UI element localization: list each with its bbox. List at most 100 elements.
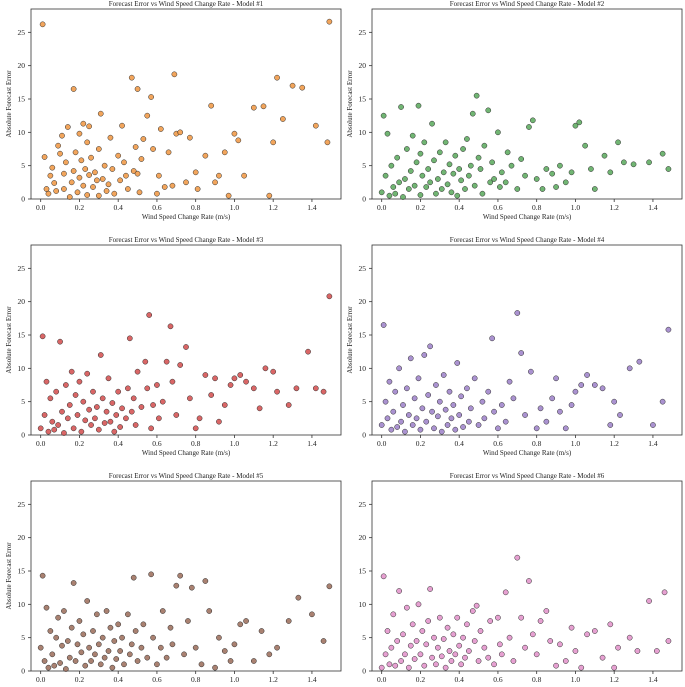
scatter-point: [621, 159, 627, 166]
scatter-point: [543, 166, 550, 172]
x-tick-label: 0.4: [114, 675, 124, 682]
scatter-point: [70, 580, 77, 586]
scatter-point: [123, 172, 129, 179]
scatter-point: [454, 360, 461, 366]
x-tick-label: 1.4: [648, 439, 658, 448]
x-tick-label: 0.8: [532, 439, 542, 448]
scatter-point: [227, 382, 234, 388]
scatter-point: [475, 658, 482, 664]
scatter-point: [477, 166, 484, 172]
scatter-point: [409, 621, 416, 628]
x-tick-label: 1.4: [307, 675, 317, 682]
scatter-point: [423, 641, 430, 648]
scatter-point: [99, 634, 106, 641]
scatter-point: [37, 644, 44, 651]
scatter-point: [51, 180, 58, 186]
scatter-point: [274, 644, 280, 651]
scatter-point: [497, 184, 503, 190]
scatter-point: [47, 628, 54, 634]
scatter-point: [134, 368, 141, 375]
scatter-point: [392, 388, 399, 395]
x-tick-label: 0.4: [455, 675, 465, 682]
scatter-point: [113, 412, 120, 418]
scatter-point: [562, 179, 569, 186]
scatter-point: [469, 608, 476, 614]
scatter-point: [95, 426, 102, 433]
x-tick-label: 1.0: [571, 203, 581, 212]
scatter-point: [119, 122, 125, 129]
scatter-point: [405, 664, 412, 671]
y-tick-label: 5: [21, 633, 25, 642]
x-tick-label: 1.2: [269, 439, 279, 448]
scatter-point: [156, 172, 162, 179]
scatter-point: [458, 661, 464, 668]
x-tick-label: 0.2: [75, 675, 85, 682]
scatter-point: [601, 152, 608, 159]
scatter-point: [125, 385, 131, 392]
scatter-point: [396, 179, 402, 186]
scatter-point: [157, 644, 164, 651]
scatter-point: [159, 398, 166, 405]
scatter-point: [539, 186, 546, 192]
scatter-point: [423, 418, 430, 425]
scatter-point: [43, 378, 50, 385]
scatter-point: [510, 658, 517, 664]
scatter-point: [471, 182, 478, 189]
scatter-point: [92, 169, 98, 176]
scatter-point: [384, 628, 391, 634]
scatter-point: [169, 641, 176, 648]
scatter-point: [421, 352, 428, 358]
scatter-point: [192, 425, 199, 432]
scatter-point: [572, 122, 579, 129]
scatter-point: [70, 425, 77, 432]
scatter-point: [78, 428, 85, 435]
scatter-point: [61, 430, 67, 436]
scatter-point: [442, 664, 449, 671]
scatter-point: [154, 190, 160, 197]
scatter-point: [82, 662, 89, 669]
scatter-point: [72, 392, 79, 398]
scatter-point: [107, 624, 114, 631]
scatter-point: [53, 188, 60, 194]
scatter-point: [146, 312, 153, 318]
scatter-point: [400, 631, 406, 638]
scatter-point: [47, 172, 54, 179]
scatter-point: [90, 628, 96, 634]
x-tick-label: 1.2: [269, 675, 279, 682]
scatter-point: [464, 385, 470, 392]
y-tick-label: 0: [21, 431, 25, 440]
x-tick-label: 1.2: [269, 203, 279, 212]
scatter-point: [130, 395, 137, 402]
scatter-series: [378, 92, 672, 200]
scatter-point: [380, 112, 387, 119]
scatter-point: [522, 412, 528, 418]
scatter-series: [37, 571, 333, 672]
scatter-point: [206, 608, 213, 614]
scatter-point: [326, 583, 333, 590]
chart-title: Forecast Error vs Wind Speed Change Rate…: [450, 472, 605, 480]
x-tick-label: 0.8: [191, 203, 201, 212]
scatter-point: [115, 152, 122, 159]
scatter-point: [562, 658, 569, 664]
scatter-point: [227, 658, 234, 664]
scatter-point: [433, 661, 439, 668]
scatter-point: [187, 134, 193, 141]
scatter-point: [312, 385, 319, 392]
scatter-point: [63, 382, 69, 388]
scatter-point: [103, 608, 110, 614]
scatter-point: [568, 402, 575, 408]
scatter-point: [177, 362, 184, 368]
scatter-point: [466, 418, 472, 425]
scatter-point: [390, 408, 397, 415]
scatter-point: [41, 154, 48, 160]
scatter-point: [378, 422, 385, 428]
scatter-point: [487, 179, 494, 186]
scatter-point: [107, 418, 114, 425]
chart-title: Forecast Error vs Wind Speed Change Rate…: [109, 472, 264, 480]
scatter-point: [411, 656, 418, 662]
scatter-point: [495, 425, 501, 432]
scatter-point: [266, 192, 273, 199]
scatter-point: [241, 172, 247, 179]
scatter-point: [86, 406, 92, 413]
scatter-point: [526, 578, 532, 584]
